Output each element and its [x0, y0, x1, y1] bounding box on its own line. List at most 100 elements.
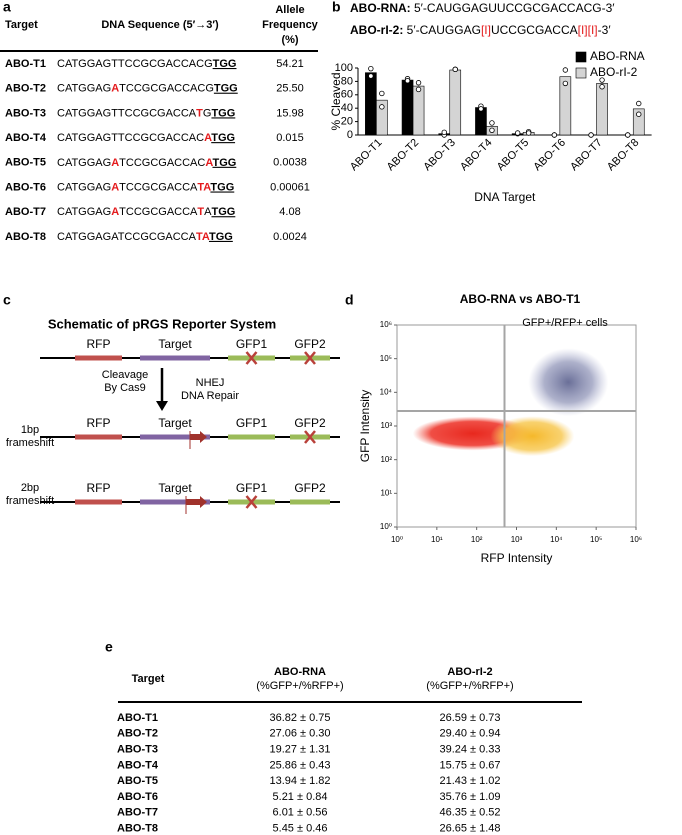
sequence-segment: TCCGCGACCAC	[119, 157, 205, 169]
replicate-point	[415, 80, 422, 86]
replicate-point	[379, 90, 385, 97]
y-tick-label: 60	[341, 89, 353, 101]
x-tick-label: 10⁶	[630, 535, 642, 544]
sequence-segment: A	[204, 132, 212, 144]
sequence-segment: A	[111, 181, 119, 193]
legend-label: ABO-rI-2	[590, 65, 638, 79]
y-axis-label: GFP Intensity	[358, 390, 372, 462]
frameshift-arrow	[190, 431, 207, 443]
sequence-segment: TA	[197, 181, 211, 193]
table-header: (%GFP+/%RFP+)	[256, 680, 343, 692]
table-header: (%)	[281, 34, 298, 46]
y-tick-label: 40	[341, 102, 353, 114]
row-value: 13.94 ± 1.82	[269, 775, 330, 787]
panel-label: d	[345, 292, 354, 308]
annotation: GFP+/RFP+ cells	[522, 317, 608, 329]
step-label: Cleavage	[102, 369, 148, 381]
legend-swatch	[575, 51, 587, 63]
x-tick-label: ABO-T8	[605, 137, 642, 174]
sequence-segment: 5′-CAUGGAGUUCCGCGACCACG-3′	[411, 1, 616, 15]
y-tick-label: 20	[341, 116, 353, 128]
row-target: ABO-T8	[117, 823, 158, 835]
bar	[376, 99, 388, 136]
replicate-point	[379, 104, 385, 110]
plasmid-element	[290, 499, 330, 505]
sequence-segment: TGG	[211, 107, 235, 119]
replicate-point	[478, 106, 484, 112]
stop-cross	[304, 430, 316, 444]
sequence-segment: CATGGAGTTCCGCGACCAC	[57, 132, 204, 144]
sequence: CATGGAGATCCGCGACCATATGG	[57, 231, 233, 243]
replicate-point	[489, 120, 495, 126]
row-value: 21.43 ± 1.02	[439, 775, 500, 787]
sequence-segment: A	[111, 83, 119, 95]
sequence: CATGGAGTTCCGCGACCATGTGG	[57, 107, 235, 119]
row-target: ABO-T3	[5, 107, 46, 119]
sequence-segment: CATGGAG	[57, 206, 111, 218]
panel-label: e	[105, 639, 113, 655]
bar	[559, 76, 572, 136]
schematic-title: Schematic of pRGS Reporter System	[48, 316, 276, 331]
sequence: CATGGAGATCCGCGACCATATGG	[57, 181, 234, 193]
element-label: RFP	[87, 481, 111, 495]
row-frequency: 54.21	[276, 58, 304, 70]
x-tick-label: ABO-T7	[568, 137, 605, 174]
step-label: By Cas9	[104, 382, 146, 394]
element-label: GFP2	[294, 481, 326, 495]
table-header: DNA Sequence (5′→3′)	[101, 19, 219, 31]
row-frequency: 25.50	[276, 83, 304, 95]
sequence-segment: TGG	[212, 157, 236, 169]
plasmid-element	[75, 499, 122, 505]
sequence-segment: TGG	[210, 181, 234, 193]
x-tick-label: ABO-T4	[458, 137, 495, 174]
table-header: Allele	[275, 4, 304, 16]
row-value: 25.86 ± 0.43	[269, 759, 330, 771]
row-target: ABO-T1	[5, 58, 46, 70]
row-target: ABO-T4	[5, 132, 47, 144]
stop-cross	[245, 351, 258, 365]
row-value: 6.01 ± 0.56	[273, 807, 328, 819]
x-tick-label: ABO-T6	[531, 137, 568, 174]
frameshift-arrow	[186, 496, 207, 508]
bar	[596, 83, 608, 136]
process-arrowhead	[156, 401, 168, 411]
x-tick-label: 10²	[471, 535, 483, 544]
bar	[401, 79, 414, 136]
row-frequency: 0.0024	[273, 231, 307, 243]
sequence-segment: TCCGCGACCA	[119, 206, 198, 218]
sequence-segment: TCCGCGACCACG	[119, 83, 214, 95]
row-target: ABO-T8	[5, 231, 46, 243]
table-header: ABO-RNA	[274, 666, 326, 678]
element-label: RFP	[87, 416, 111, 430]
table-header: ABO-rI-2	[447, 666, 492, 678]
event-density	[528, 348, 609, 417]
row-label: frameshift	[6, 437, 54, 449]
sequence-segment: CATGGAGTTCCGCGACCA	[57, 107, 197, 119]
x-tick-label: 10⁰	[391, 535, 403, 544]
x-tick-label: 10³	[511, 535, 523, 544]
plasmid-element	[75, 434, 122, 440]
row-frequency: 4.08	[279, 206, 300, 218]
plasmid-element	[140, 434, 210, 440]
replicate-point	[368, 65, 374, 72]
row-frequency: 15.98	[276, 107, 304, 119]
row-value: 35.76 ± 1.09	[439, 791, 500, 803]
row-target: ABO-T2	[117, 728, 158, 740]
y-tick-label: 0	[347, 129, 353, 141]
row-label: 2bp	[21, 482, 39, 494]
event-density	[490, 416, 575, 457]
sequence-segment: A	[111, 157, 119, 169]
y-tick-label: 10⁴	[380, 387, 393, 396]
bar	[365, 72, 377, 136]
replicate-point	[452, 66, 458, 73]
replicate-point	[525, 130, 532, 136]
sequence: CATGGAGATCCGCGACCACATGG	[57, 157, 236, 169]
sequence: CATGGAGATCCGCGACCATATGG	[57, 206, 235, 218]
sequence-segment: T	[197, 206, 204, 218]
x-axis-label: DNA Target	[474, 190, 536, 204]
panel-label: b	[332, 0, 341, 15]
panel-label: c	[3, 292, 11, 308]
legend-label: ABO-RNA	[590, 49, 645, 63]
row-value: 19.27 ± 1.31	[269, 744, 330, 756]
